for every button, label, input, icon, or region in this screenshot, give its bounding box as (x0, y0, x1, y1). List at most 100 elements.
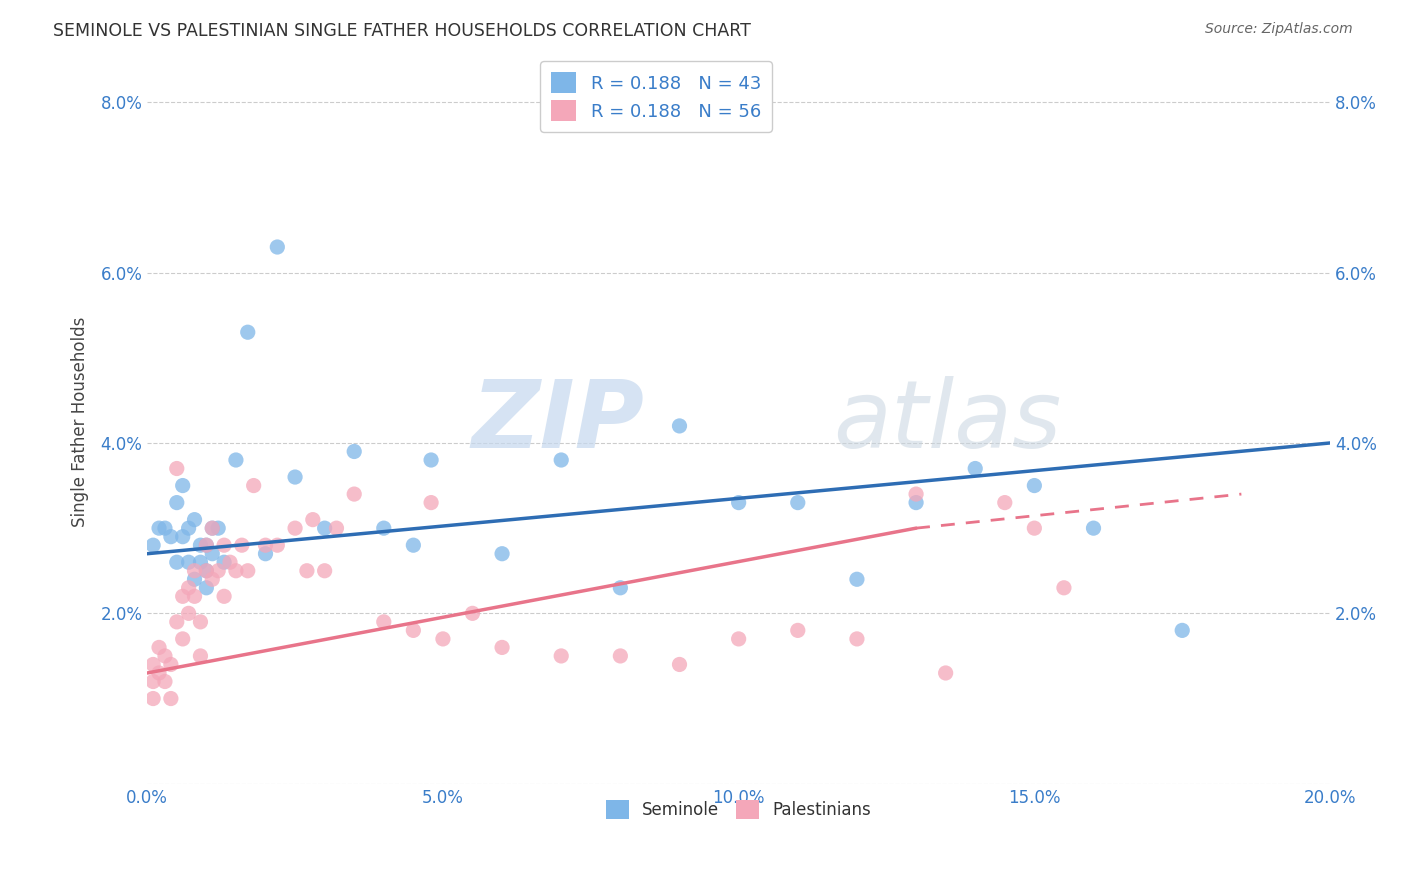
Point (1053, 581, 1076, 595)
Point (491, 640, 513, 655)
Point (195, 581, 218, 595)
Point (153, 674, 176, 689)
Point (148, 521, 170, 535)
Point (183, 513, 205, 527)
Point (242, 478, 264, 492)
Point (142, 538, 165, 552)
Y-axis label: Single Father Households: Single Father Households (72, 317, 89, 527)
Point (190, 648, 212, 663)
Point (786, 495, 808, 509)
Point (201, 521, 224, 535)
Point (160, 657, 183, 672)
Point (1024, 478, 1046, 492)
Point (1024, 521, 1046, 535)
Point (343, 444, 366, 458)
Point (550, 453, 572, 467)
Point (225, 453, 247, 467)
Point (160, 530, 183, 544)
Point (219, 555, 242, 569)
Point (668, 418, 690, 433)
Point (845, 632, 868, 646)
Point (142, 657, 165, 672)
Point (183, 590, 205, 604)
Point (172, 590, 194, 604)
Point (166, 495, 188, 509)
Point (420, 453, 443, 467)
Point (609, 648, 631, 663)
Point (201, 521, 224, 535)
Point (314, 521, 336, 535)
Point (1171, 624, 1194, 638)
Point (236, 564, 259, 578)
Point (254, 547, 277, 561)
Point (935, 665, 957, 680)
Point (166, 615, 188, 629)
Point (183, 572, 205, 586)
Point (195, 538, 218, 552)
Point (201, 547, 224, 561)
Point (166, 555, 188, 569)
Point (212, 538, 235, 552)
Point (190, 538, 212, 552)
Point (343, 487, 366, 501)
Point (207, 564, 229, 578)
Point (195, 564, 218, 578)
Point (786, 624, 808, 638)
Point (461, 607, 484, 621)
Point (284, 470, 307, 484)
Text: SEMINOLE VS PALESTINIAN SINGLE FATHER HOUSEHOLDS CORRELATION CHART: SEMINOLE VS PALESTINIAN SINGLE FATHER HO… (53, 22, 751, 40)
Point (177, 607, 200, 621)
Point (153, 521, 176, 535)
Point (727, 632, 749, 646)
Point (172, 478, 194, 492)
Text: ZIP: ZIP (471, 376, 644, 467)
Point (550, 648, 572, 663)
Point (845, 572, 868, 586)
Point (965, 461, 987, 475)
Point (420, 495, 443, 509)
Point (148, 665, 170, 680)
Point (373, 521, 395, 535)
Point (225, 564, 247, 578)
Point (325, 521, 347, 535)
Point (905, 487, 928, 501)
Point (148, 640, 170, 655)
Text: Source: ZipAtlas.com: Source: ZipAtlas.com (1205, 22, 1353, 37)
Point (231, 538, 253, 552)
Point (266, 240, 288, 254)
Point (195, 564, 218, 578)
Point (727, 495, 749, 509)
Point (266, 538, 288, 552)
Point (212, 590, 235, 604)
Point (177, 581, 200, 595)
Point (491, 547, 513, 561)
Point (212, 555, 235, 569)
Point (172, 530, 194, 544)
Point (183, 564, 205, 578)
Point (1083, 521, 1105, 535)
Point (314, 564, 336, 578)
Point (160, 691, 183, 706)
Point (236, 325, 259, 339)
Point (190, 555, 212, 569)
Point (609, 581, 631, 595)
Point (402, 624, 425, 638)
Point (668, 657, 690, 672)
Point (201, 572, 224, 586)
Point (207, 521, 229, 535)
Text: atlas: atlas (834, 376, 1062, 467)
Point (172, 632, 194, 646)
Point (994, 495, 1017, 509)
Point (190, 615, 212, 629)
Point (301, 513, 323, 527)
Point (142, 674, 165, 689)
Point (142, 691, 165, 706)
Point (402, 538, 425, 552)
Point (177, 521, 200, 535)
Point (284, 521, 307, 535)
Point (254, 538, 277, 552)
Point (153, 648, 176, 663)
Point (905, 495, 928, 509)
Point (432, 632, 454, 646)
Point (373, 615, 395, 629)
